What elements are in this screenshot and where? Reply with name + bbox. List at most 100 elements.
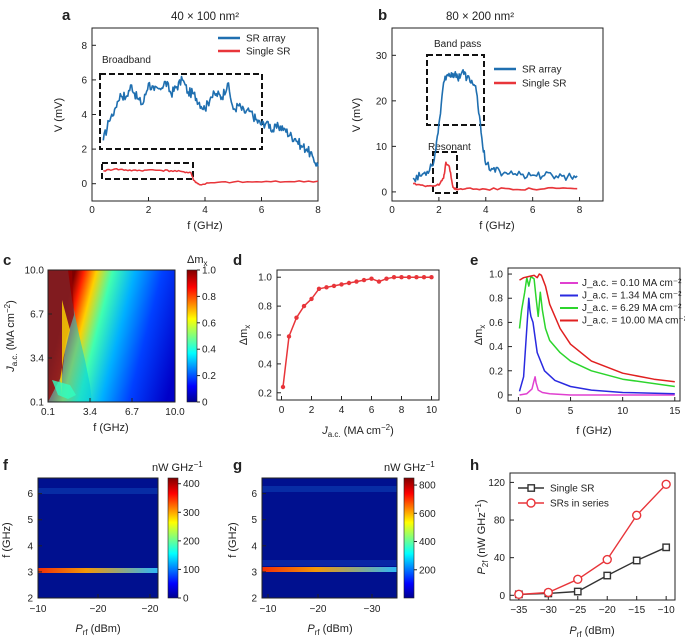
panel-f-colorbar-label: nW GHz−1 [152,460,203,474]
panel-a-x-tick-label: 6 [259,205,265,216]
panel-f-colorbar-tick-label: 200 [183,536,200,547]
panel-d-data-point [369,276,374,281]
panel-c-heatmap [48,270,175,402]
panel-e-x-tick-label: 15 [669,406,681,417]
panel-a-legend-label: Single SR [246,47,290,58]
panel-a-x-tick-label: 2 [146,205,152,216]
panel-b-y-label: V (mV) [351,98,363,132]
panel-d-y-label: Δmx [238,325,252,346]
panel-d-data-point [346,280,352,286]
panel-f-x-tick-label: −10 [30,604,47,615]
panel-h-data-point-circle [573,574,583,585]
panel-f-colorbar [167,477,179,599]
panel-c-axes-frame [47,269,176,403]
panel-e-series-0 [519,376,675,396]
panel-d-x-label: Ja.c. (MA cm−2) [321,423,394,439]
resonant-box [432,151,458,194]
panel-f-y-tick-label: 3 [27,567,33,578]
panel-g-x-tick-label: −20 [310,604,327,615]
panel-d-data-point [280,384,286,390]
panel-h-x-tick-label: −15 [628,605,645,616]
panel-f-colorbar-tick-label: 100 [183,565,200,576]
panel-b-x-label: f (GHz) [479,220,514,232]
panel-c-x-tick-label: 10.0 [165,407,185,418]
panel-d-x-tick-label: 8 [399,405,405,416]
panel-h-x-tick-label: −35 [510,605,527,616]
panel-h-data-point-square [603,571,612,580]
panel-h-x-tick-label: −20 [599,605,616,616]
panel-h-legend-marker [527,484,536,492]
panel-g-colorbar-label: nW GHz−1 [384,460,435,474]
panel-f-x-tick-label: −20 [142,604,159,615]
panel-d-data-point [354,279,359,284]
panel-d-axes-frame [276,269,440,401]
panel-f-y-tick-label: 4 [27,541,33,552]
panel-d-y-tick-label: 1.0 [258,273,272,284]
panel-c-colorbar-tick-label: 0 [202,398,208,409]
panel-f-y-tick-label: 6 [27,489,33,500]
panel-d-y-tick-label: 0.2 [258,388,272,399]
panel-f-y-label: f (GHz) [1,522,13,557]
panel-a-y-tick-label: 0 [81,179,87,190]
panel-c-x-tick-label: 3.4 [83,407,97,418]
panel-b-title: 80 × 200 nm² [446,11,514,23]
panel-d-data-point [414,275,419,280]
panel-h-y-tick-label: 40 [494,553,506,564]
panel-g-x-tick-label: −30 [364,604,381,615]
panel-h-data-point-square [573,587,582,596]
panel-g-colorbar-tick-label: 200 [419,565,436,576]
panel-c-x-label: f (GHz) [93,422,128,434]
panel-a-series-sr-array [102,75,319,167]
panel-g-colorbar-tick-label: 400 [419,537,436,548]
panel-d-data-point [391,275,397,280]
panel-e-axes-frame [507,267,681,402]
panel-e-series-1 [518,297,675,395]
panel-h-data-point-circle [543,587,554,598]
panel-e-y-tick-label: 0.6 [489,318,503,329]
panel-g-y-label: f (GHz) [227,522,239,557]
panel-d-x-tick-label: 2 [309,405,315,416]
panel-c-y-tick-label: 3.4 [30,354,44,365]
panel-d-data-point [406,275,412,280]
panel-h-y-tick-label: 80 [494,516,506,527]
panel-e-y-tick-label: 0.2 [489,366,503,377]
panel-a-legend-label: SR array [246,34,285,45]
panel-h-series-1 [518,483,667,596]
panel-c-x-tick-label: 0.1 [41,407,55,418]
panel-a-y-tick-label: 2 [81,145,87,156]
panel-b-y-tick-label: 20 [376,96,388,107]
panel-b-axes-frame [391,27,604,202]
panel-g-x-tick-label: −10 [260,604,277,615]
panel-label-f: f [3,457,9,474]
panel-c-y-tick-label: 10.0 [25,266,45,277]
panel-f-colorbar-tick-label: 0 [183,594,189,605]
panel-h-data-point-square [632,556,641,565]
panel-label-a: a [62,7,71,24]
panel-e-legend-label: J_a.c. = 10.00 MA cm⁻² [582,316,685,327]
panel-d-data-point [309,296,314,302]
panel-d-x-tick-label: 10 [426,405,438,416]
panel-b-x-tick-label: 2 [436,205,442,216]
panel-f-colorbar-tick-label: 300 [183,508,200,519]
panel-b-x-tick-label: 0 [389,205,395,216]
panel-h-x-label: Prf (dBm) [569,625,614,639]
panel-e-x-tick-label: 5 [568,406,574,417]
panel-d-data-point [384,276,389,281]
panel-h-data-point-circle [602,554,612,565]
panel-a-title: 40 × 100 nm² [171,11,239,23]
panel-g-colorbar [403,477,415,599]
panel-b-y-tick-label: 30 [376,51,388,62]
panel-d-data-point [316,286,322,291]
panel-d-y-tick-label: 0.4 [258,359,272,370]
panel-h-y-label: P2f (nW GHz−1) [474,499,490,574]
panel-label-g: g [233,457,242,474]
panel-f-y-tick-label: 2 [27,594,33,605]
panel-c-y-tick-label: 6.7 [30,310,44,321]
panel-h-y-tick-label: 120 [488,478,505,489]
band-pass-annotation: Band pass [434,39,481,50]
panel-e-x-tick-label: 10 [617,406,629,417]
panel-d-x-tick-label: 6 [369,405,375,416]
panel-g-y-tick-label: 2 [251,594,257,605]
panel-d-data-point [399,275,404,280]
